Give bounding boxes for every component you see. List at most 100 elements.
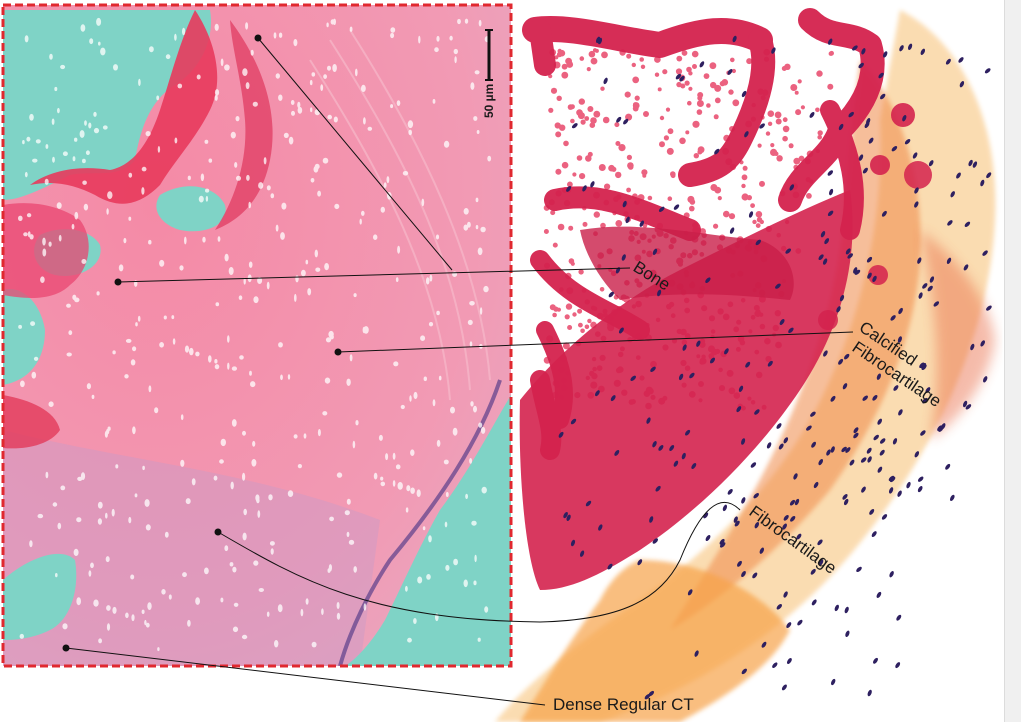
marrow-cell [687,100,692,106]
nucleus [794,498,800,506]
marrow-cell [600,222,606,229]
nucleus [614,449,620,456]
marrow-cell [565,303,573,310]
nucleus [829,188,834,196]
nucleus [738,385,744,392]
nucleus [566,514,571,522]
nucleus [719,542,726,548]
nucleus [699,61,705,68]
nucleus [779,319,785,325]
nucleus [972,161,978,168]
lacuna [205,188,210,193]
marrow-cell [615,171,622,179]
lacuna [258,588,264,592]
lacuna [409,395,412,402]
lacuna [373,472,378,480]
lacuna [60,485,66,491]
lacuna [413,391,418,400]
nucleus [892,438,898,445]
marrow-cell [578,269,584,275]
lacuna [227,335,230,343]
nucleus [968,159,973,167]
scale-bar: 50 µm [482,29,496,118]
marrow-cell [765,131,771,136]
chondrocyte-lacunae [18,17,492,652]
lacuna [463,208,469,215]
lacuna [80,24,86,32]
lacuna [477,247,483,256]
lacuna [141,609,145,614]
marrow-cell [676,55,683,62]
lacuna [253,296,259,304]
lacuna [332,64,337,72]
lacuna [79,130,85,138]
marrow-cell [634,95,640,101]
lacuna [435,234,440,240]
lacuna [159,342,165,348]
lacuna [457,18,461,25]
lacuna [327,114,333,120]
lacuna [283,132,289,138]
nucleus [727,488,733,495]
marrow-cell [552,242,558,248]
lacuna [470,401,474,407]
nucleus [776,423,782,429]
marrow-cell [639,57,644,62]
lacuna [45,144,49,149]
lacuna [390,32,395,39]
lacuna [445,492,449,497]
marrow-cell [590,57,598,65]
lacuna [141,166,147,172]
nucleus [861,48,866,55]
nucleus [705,277,711,283]
lacuna [349,26,353,32]
nucleus [862,167,868,174]
lacuna [214,94,218,101]
marrow-cell [641,169,648,176]
lacuna [275,224,279,232]
lacuna [323,74,327,79]
nucleus [810,568,816,575]
nucleus [809,111,815,118]
lacuna [327,65,331,71]
marrow-cell [555,168,562,175]
marrow-cell [627,164,634,170]
marrow-cell [632,105,639,112]
nucleus [844,606,849,614]
lacuna [96,291,100,296]
marrow-cell [798,155,805,162]
nucleus [752,572,758,579]
nucleus [849,459,855,466]
nucleus [767,360,773,367]
lacuna [473,405,477,413]
lacuna [32,158,38,163]
nucleus [595,390,600,397]
nucleus [703,512,709,519]
lacuna [314,163,320,170]
marrow-cell [577,308,583,314]
lacuna [336,602,340,609]
nucleus [722,504,728,512]
lacuna [422,526,426,531]
nucleus [838,358,844,365]
nucleus [750,462,757,468]
nucleus [950,191,955,198]
lacuna [481,486,487,494]
lacuna [182,27,186,36]
nucleus [673,204,680,210]
marrow-cell [599,287,605,292]
nucleus [862,395,868,401]
vertical-scrollbar[interactable] [1004,0,1021,722]
lacuna [305,598,309,605]
nucleus [842,494,848,500]
lacuna [348,539,355,545]
nucleus [818,559,824,566]
lacuna [185,498,191,505]
nucleus [912,152,918,159]
nucleus [759,123,765,129]
nucleus [827,210,834,217]
lacuna [74,211,79,220]
nucleus [669,445,675,451]
nucleus [625,216,630,224]
nucleus [876,373,881,380]
